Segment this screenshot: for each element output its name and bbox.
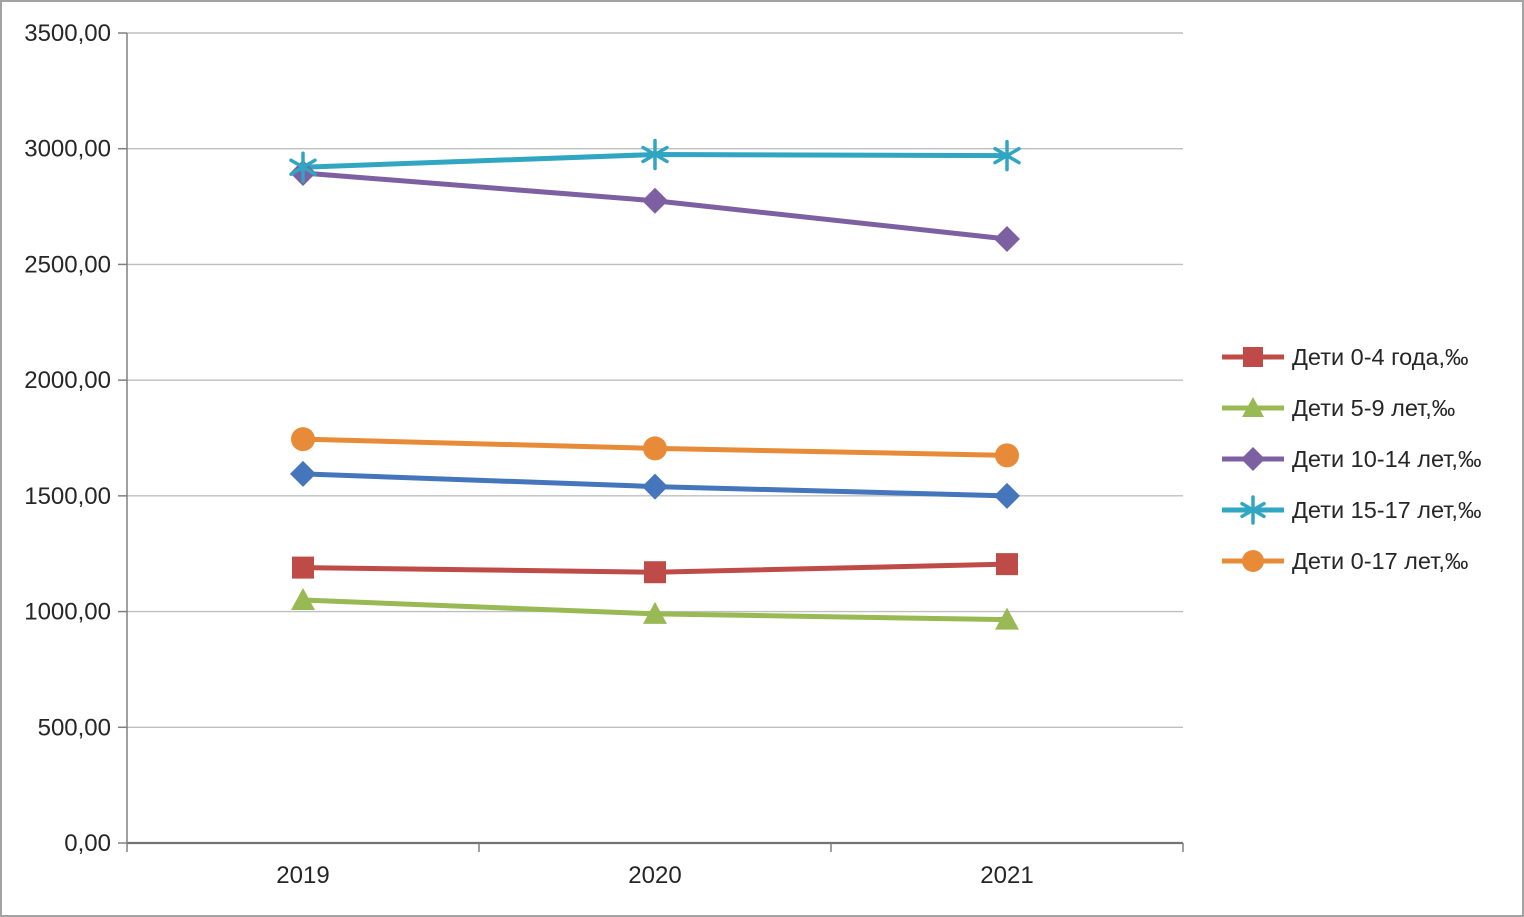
marker-square bbox=[644, 561, 666, 584]
y-tick-label: 2500,00 bbox=[24, 251, 111, 278]
marker-star bbox=[993, 146, 1021, 165]
y-tick-label: 2000,00 bbox=[24, 367, 111, 394]
marker-diamond bbox=[994, 482, 1020, 509]
marker-star bbox=[641, 145, 669, 164]
marker-square bbox=[996, 553, 1018, 576]
legend-marker-star-icon bbox=[1240, 501, 1266, 519]
y-tick-label: 500,00 bbox=[38, 714, 111, 741]
marker-circle bbox=[291, 427, 315, 452]
y-tick-label: 3500,00 bbox=[24, 20, 111, 47]
marker-square bbox=[292, 556, 314, 579]
marker-circle bbox=[995, 443, 1019, 468]
legend-marker-circle-icon bbox=[1242, 550, 1264, 572]
marker-diamond bbox=[290, 460, 316, 487]
y-tick-label: 3000,00 bbox=[24, 136, 111, 163]
marker-triangle bbox=[291, 588, 315, 610]
x-tick-label: 2019 bbox=[276, 862, 329, 889]
legend-label: Дети 0-4 года,‰ bbox=[1292, 344, 1469, 370]
x-tick-label: 2020 bbox=[628, 862, 681, 889]
legend-marker-triangle-icon bbox=[1242, 397, 1264, 417]
marker-star bbox=[289, 158, 317, 176]
legend-label: Дети 10-14 лет,‰ bbox=[1292, 446, 1481, 472]
marker-triangle bbox=[643, 601, 667, 624]
y-tick-label: 0,00 bbox=[64, 830, 111, 857]
legend-marker-diamond-icon bbox=[1241, 447, 1265, 471]
marker-diamond bbox=[994, 225, 1020, 252]
y-tick-label: 1000,00 bbox=[24, 599, 111, 626]
x-tick-label: 2021 bbox=[980, 862, 1033, 889]
legend-marker-square-icon bbox=[1243, 347, 1263, 367]
marker-circle bbox=[643, 436, 667, 461]
marker-diamond bbox=[642, 473, 668, 500]
marker-diamond bbox=[642, 187, 668, 214]
legend-label: Дети 15-17 лет,‰ bbox=[1292, 497, 1481, 523]
marker-triangle bbox=[995, 607, 1019, 630]
y-tick-label: 1500,00 bbox=[24, 483, 111, 510]
legend-label: Дети 5-9 лет,‰ bbox=[1292, 395, 1455, 421]
legend-label: Дети 0-17 лет,‰ bbox=[1292, 548, 1468, 574]
